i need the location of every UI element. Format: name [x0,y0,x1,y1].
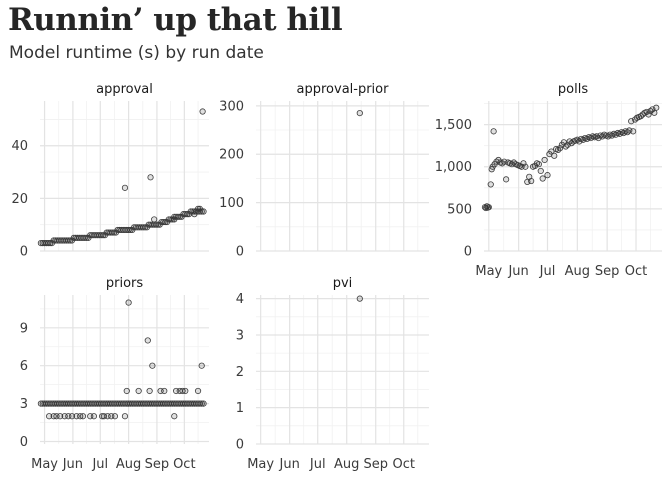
data-point [556,145,564,152]
data-point [125,299,132,306]
data-point [544,172,551,179]
facet-label: approval-prior [297,82,390,97]
x-tick-label: May [475,264,502,279]
y-tick-label: 6 [20,359,28,374]
data-point [490,128,497,135]
data-point [537,167,544,175]
facet-label: priors [106,276,144,291]
x-tick-label: Jun [279,457,300,472]
data-point [651,109,658,116]
data-point [520,160,527,167]
y-tick-label: 4 [236,292,244,307]
x-tick-label: Sep [145,457,170,472]
data-point [551,152,558,159]
y-tick-label: 0 [236,438,244,453]
x-tick-label: Sep [595,264,620,279]
y-tick-label: 2 [236,365,244,380]
data-point [68,413,76,420]
data-point [356,110,363,117]
data-point [161,387,168,395]
y-tick-label: 1 [236,401,244,416]
data-point [522,163,529,170]
x-tick-label: Oct [625,264,647,279]
data-point [630,128,637,135]
y-tick-label: 9 [20,321,28,336]
data-point [171,213,178,220]
chart-subtitle: Model runtime (s) by run date [9,43,264,63]
data-point [487,181,494,188]
data-point [123,387,130,395]
data-point [90,413,98,420]
y-tick-label: 0 [236,245,244,260]
y-tick-label: 20 [11,192,28,207]
data-point [196,205,203,212]
data-point [485,204,492,211]
data-point [182,387,189,395]
y-tick-label: 0 [20,245,28,260]
x-tick-label: Aug [116,457,141,472]
data-point [79,413,87,420]
chart-title: Runnin’ up that hill [8,2,343,38]
data-point [151,216,158,223]
facet-label: approval [96,82,153,97]
data-point [199,108,206,115]
y-tick-label: 300 [219,99,244,114]
x-tick-label: Sep [363,457,388,472]
data-point [535,161,542,168]
data-point [539,175,546,182]
x-tick-label: Aug [565,264,590,279]
data-point [200,400,207,407]
x-tick-label: Jul [91,457,108,472]
x-tick-label: Oct [393,457,415,472]
data-point [198,400,205,407]
y-tick-label: 40 [11,139,28,154]
data-point [191,211,198,218]
data-point [528,177,535,185]
data-point [356,295,363,302]
data-point [121,413,129,420]
data-point [46,413,53,420]
data-point [121,184,129,191]
y-tick-label: 1,500 [435,118,472,133]
y-tick-label: 100 [219,196,244,211]
data-point [503,176,510,183]
y-tick-label: 200 [219,148,244,163]
y-tick-label: 1,000 [435,160,472,175]
data-point [171,413,178,420]
x-tick-label: Jun [62,457,83,472]
y-tick-label: 3 [20,397,28,412]
data-point [144,337,151,344]
data-point [194,205,202,212]
y-tick-label: 500 [447,202,472,217]
facet-label: polls [558,82,588,97]
y-tick-label: 0 [464,245,472,260]
y-tick-label: 0 [20,435,28,450]
data-point [541,156,548,164]
data-point [147,174,154,181]
data-point [111,413,119,420]
data-point [135,387,142,395]
data-point [56,413,64,420]
data-point [198,362,205,369]
x-tick-label: Aug [334,457,359,472]
data-point [146,387,153,395]
x-tick-label: May [247,457,274,472]
x-tick-label: Oct [173,457,195,472]
x-tick-label: Jul [539,264,556,279]
data-point [149,362,156,369]
data-point [194,387,202,395]
data-point [645,111,652,118]
x-tick-label: May [31,457,58,472]
x-tick-label: Jun [507,264,528,279]
y-tick-label: 3 [236,328,244,343]
facet-label: pvi [333,276,353,291]
x-tick-label: Jul [309,457,326,472]
data-point [548,148,555,155]
data-point [653,104,660,111]
